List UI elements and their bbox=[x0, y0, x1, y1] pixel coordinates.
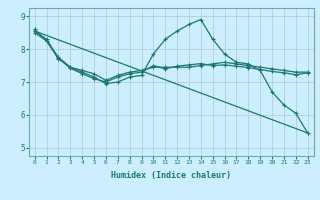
X-axis label: Humidex (Indice chaleur): Humidex (Indice chaleur) bbox=[111, 171, 231, 180]
